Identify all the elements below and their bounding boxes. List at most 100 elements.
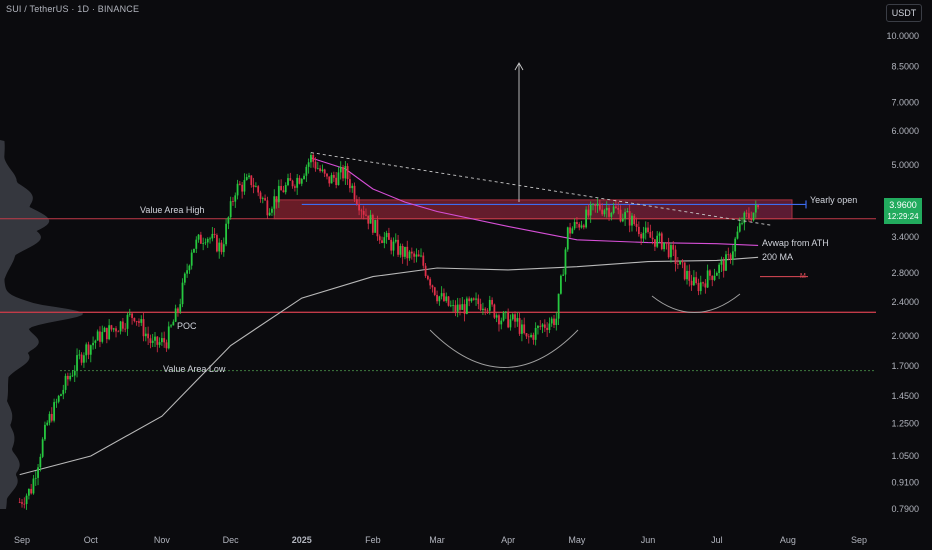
candle-body (619, 209, 622, 222)
y-tick-label: 0.9100 (891, 478, 919, 488)
candle-body (248, 175, 250, 178)
label-value-area-low: Value Area Low (163, 364, 226, 374)
candle-body (128, 313, 131, 315)
candle-body (119, 321, 122, 332)
horizontal-levels (0, 203, 876, 372)
candle-body (131, 313, 133, 318)
currency-button[interactable]: USDT (886, 4, 922, 22)
last-price-tag: 3.9600 12:29:24 (884, 198, 922, 224)
candle-body (365, 214, 367, 216)
y-tick-label: 7.0000 (891, 97, 919, 107)
candle-body (188, 265, 191, 271)
y-tick-label: 8.5000 (891, 61, 919, 71)
x-tick-label: 2025 (292, 535, 312, 545)
candle-body (186, 270, 189, 274)
candle-body (103, 327, 106, 332)
candle-body (718, 264, 721, 273)
candle-body (495, 315, 498, 318)
y-tick-label: 1.2500 (891, 418, 919, 428)
candle-body (507, 311, 510, 328)
candle-body (206, 238, 209, 243)
candle-body (521, 324, 523, 334)
y-tick-label: 1.0500 (891, 451, 919, 461)
candle-body (46, 422, 49, 425)
x-tick-label: Mar (429, 535, 445, 545)
candle-body (654, 239, 656, 247)
candle-body (688, 270, 691, 281)
rounded-bottom-arc-small (651, 293, 741, 313)
candle-body (642, 232, 645, 239)
candle-body (470, 298, 473, 302)
drawings (310, 62, 807, 368)
candle-body (110, 325, 113, 330)
candle-body (344, 166, 347, 179)
candle-body (216, 234, 218, 252)
candle-body (369, 214, 372, 224)
x-tick-label: Apr (501, 535, 515, 545)
price-axis[interactable]: 10.0000 8.5000 7.0000 6.0000 5.0000 3.4000 2.8… (886, 31, 919, 514)
candle-body (76, 355, 78, 371)
label-m: M (800, 273, 806, 280)
candle-body (339, 167, 342, 173)
candle-body (376, 219, 379, 237)
candle-body (598, 203, 601, 210)
candle-body (713, 275, 716, 280)
time-axis[interactable]: Sep Oct Nov Dec 2025 Feb Mar Apr May Jun Jul Aug Sep (14, 535, 867, 545)
candle-body (174, 308, 177, 322)
candle-body (293, 186, 296, 188)
candle-body (601, 209, 604, 215)
candle-body (183, 273, 186, 283)
candle-body (190, 252, 193, 266)
x-tick-label: Sep (14, 535, 30, 545)
candle-body (587, 209, 590, 216)
candle-body (660, 233, 663, 250)
candle-body (193, 248, 195, 253)
candle-body (362, 211, 365, 215)
candle-body (355, 199, 358, 205)
candle-body (686, 270, 688, 280)
candle-body (626, 211, 629, 213)
candle-body (706, 270, 709, 288)
candle-body (229, 201, 232, 218)
candle-body (112, 328, 115, 330)
candle-body (282, 190, 285, 193)
candle-body (456, 304, 459, 312)
candle-body (541, 324, 544, 327)
candle-body (477, 298, 480, 305)
candle-body (550, 318, 553, 324)
y-tick-label: 3.4000 (891, 232, 919, 242)
candle-body (298, 177, 301, 184)
candle-body (160, 338, 163, 343)
candle-body (757, 204, 760, 208)
candle-body (138, 321, 140, 323)
candle-body (133, 317, 136, 322)
candle-body (167, 326, 170, 349)
candle-body (443, 293, 445, 301)
candle-body (319, 168, 322, 171)
candle-body (135, 321, 138, 322)
candle-body (149, 338, 152, 343)
candle-body (628, 211, 631, 226)
candle-body (147, 333, 150, 339)
candle-body (459, 304, 461, 310)
candle-body (617, 208, 620, 210)
candle-body (461, 304, 464, 310)
candle-body (704, 283, 707, 288)
candle-body (479, 304, 482, 310)
candle-body (491, 299, 493, 305)
candle-body (243, 180, 246, 192)
candle-body (720, 260, 723, 265)
candle-body (537, 325, 539, 328)
candle-body (351, 185, 354, 189)
candle-body (683, 262, 686, 280)
candle-body (323, 169, 326, 174)
candle-body (158, 342, 161, 345)
candle-body (656, 235, 659, 247)
candle-body (624, 212, 626, 219)
candle-body (415, 254, 418, 257)
candle-body (126, 314, 129, 329)
candle-body (80, 354, 83, 363)
candle-body (78, 354, 81, 356)
candle-body (50, 413, 53, 421)
